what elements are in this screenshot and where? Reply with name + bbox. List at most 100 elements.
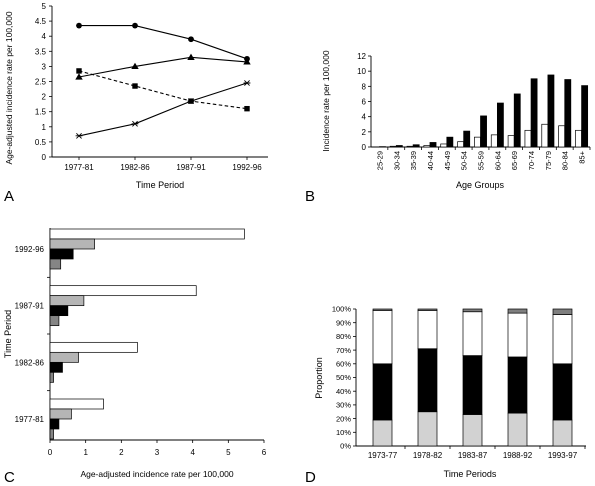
panel-b-y-tick-label: 8 [362,82,367,91]
panel-d-segment-black [372,363,393,421]
panel-c-x-tick-label: 5 [226,448,231,457]
panel-a-star-marker [131,120,139,127]
panel-b-x-tick-label: 25-29 [375,151,384,170]
panel-d-segment-dark-gray [507,308,528,314]
panel-a-series-line-star [78,82,248,137]
panel-b-bar-white [575,129,582,148]
panel-a-triangle-marker [75,73,83,80]
panel-a-series-line-circle [79,25,248,60]
panel-c-bar-dark-gray [49,258,62,270]
panel-a-star-marker [75,132,83,139]
panel-d-y-tick-label: 50% [336,373,351,382]
panel-b-x-tick-label: 60-64 [493,151,502,170]
panel-a-y-tick-label: 2.5 [35,78,47,87]
panel-b-x-tick-label: 40-44 [426,151,435,170]
panel-d-segment-light-gray [372,419,393,447]
panel-d-segment-white [552,314,573,365]
panel-d-stacked-bar-chart: Proportion Time Periods D 0% 10% 20% 30% 40%… [305,305,586,486]
panel-d-segment-light-gray [462,414,483,447]
panel-b-x-tick-label: 55-59 [477,151,486,170]
panel-c-bar-black [49,418,60,430]
panel-b-bar-white [440,143,448,148]
panel-a-star-marker [243,80,251,86]
panel-a-y-tick-label: 3 [42,62,47,71]
panel-a-circle-marker [132,22,138,29]
panel-d-segment-dark-gray [462,308,483,313]
panel-a-square-marker [132,83,138,89]
panel-d-x-axis-title: Time Periods [444,469,497,479]
panel-b-label: B [305,188,315,205]
panel-b-x-tick-label: 80-84 [561,151,570,170]
panel-a-x-tick-label: 1992-96 [232,163,262,172]
panel-a-y-tick-label: 4 [42,32,47,41]
panel-b-y-tick-label: 12 [357,52,366,61]
panel-b-x-tick-label: 85+ [578,150,587,163]
panel-b-x-tick-label: 45-49 [443,151,452,170]
panel-b-bar-white [558,125,566,148]
panel-b-bar-white [524,129,532,148]
panel-c-bar-light-gray [49,351,79,363]
panel-c-bar-dark-gray [49,371,54,383]
panel-d-y-tick-label: 40% [336,387,351,396]
panel-d-segment-dark-gray [552,308,573,315]
panel-b-x-tick-label: 30-34 [392,151,401,170]
panel-c-x-tick-label: 4 [190,448,195,457]
panel-b-x-axis-title: Age Groups [456,180,505,190]
panel-c-bar-dark-gray [49,428,54,440]
panel-b-bar-black [480,115,487,148]
panel-a-y-tick-label: 0.5 [35,138,47,147]
panel-d-y-tick-label: 10% [336,428,351,437]
panel-b-x-tick-label: 50-54 [460,151,469,170]
panel-c-bar-light-gray [49,408,72,420]
panel-d-y-tick-label: 80% [336,332,351,341]
panel-d-x-tick-label: 1983-87 [458,451,488,460]
panel-a-x-tick-label: 1982-86 [120,163,150,172]
panel-d-y-tick-label: 70% [336,346,351,355]
panel-c-x-tick-label: 0 [48,448,53,457]
panel-b-bar-black [581,85,589,148]
panel-a-line-chart: Age-adjusted incidence rate per 100,000 … [4,2,268,205]
panel-b-bar-black [530,78,538,148]
panel-d-x-tick-label: 1988-92 [503,451,533,460]
panel-a-label: A [4,188,14,205]
panel-d-segment-light-gray [507,412,528,447]
panel-d-x-tick-label: 1993-97 [548,451,578,460]
panel-c-bar-black [49,305,69,317]
panel-c-y-tick-label: 1977-81 [15,415,45,424]
panel-d-y-tick-label: 30% [336,401,351,410]
panel-c-bar-white [49,398,104,410]
panel-a-star-marker [187,98,195,105]
panel-a-circle-marker [188,36,194,43]
panel-c-x-tick-label: 2 [119,448,124,457]
panel-b-y-tick-label: 4 [362,113,367,122]
panel-a-y-axis-title: Age-adjusted incidence rate per 100,000 [4,11,14,164]
panel-b-bar-white [423,145,431,148]
panel-c-bar-white [49,341,138,353]
panel-b-bar-black [496,102,504,148]
panel-b-y-tick-label: 10 [357,67,366,76]
panel-b-bar-white [389,145,397,148]
panel-b-bar-black [395,145,403,148]
panel-a-triangle-marker [243,58,251,65]
panel-d-segment-white [507,312,528,358]
panel-b-x-tick-label: 35-39 [409,151,418,170]
panel-a-y-tick-label: 1.5 [35,108,47,117]
panel-b-bar-black [429,142,437,148]
panel-a-triangle-marker [187,53,195,60]
panel-b-bar-black [446,136,454,148]
panel-d-y-tick-label: 90% [336,318,351,327]
panel-d-segment-black [507,356,528,414]
panel-a-x-tick-label: 1987-91 [176,163,206,172]
panel-d-segment-dark-gray [372,308,393,311]
panel-a-square-marker [244,105,250,112]
panel-b-bar-black [412,144,420,148]
panel-c-bar-black [49,361,63,373]
panel-b-bar-chart: Incidence rate per 100,000 Age Groups B … [305,50,591,205]
panel-a-circle-marker [76,22,82,29]
panel-c-bar-dark-gray [49,315,60,327]
panel-b-bar-black [513,93,521,148]
panel-a-x-axis-title: Time Period [136,180,184,190]
panel-b-y-tick-label: 0 [362,143,367,152]
panel-b-bar-white [507,135,515,148]
panel-d-y-tick-label: 0% [340,442,351,451]
